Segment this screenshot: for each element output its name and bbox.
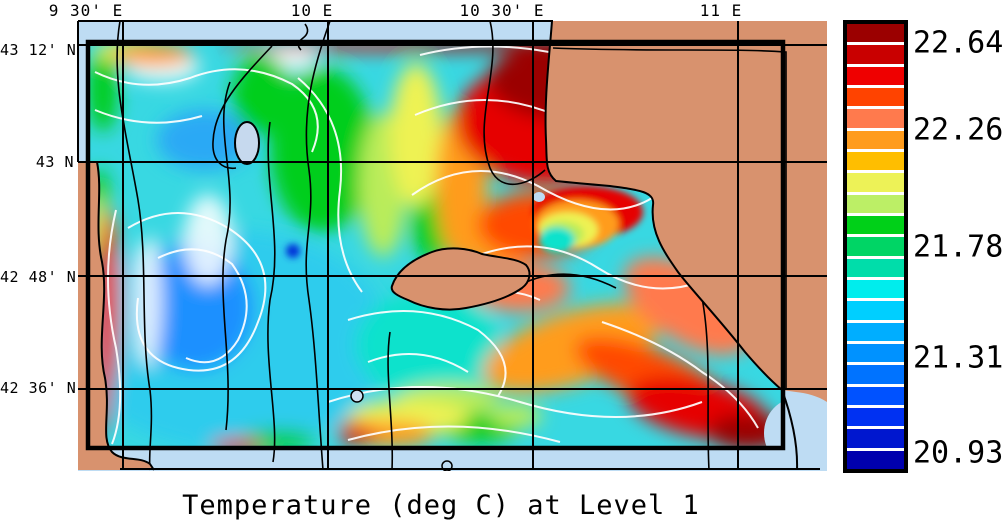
colorbar-band [847, 66, 904, 85]
land [78, 21, 827, 471]
island-capraia [234, 121, 260, 165]
colorbar [843, 20, 908, 473]
y-tick-label: 43 N [35, 153, 74, 171]
colorbar-band [847, 258, 904, 277]
colorbar-band [847, 386, 904, 405]
coastline-corsica [78, 161, 155, 471]
island-pianosa [350, 389, 364, 403]
colorbar-band [847, 87, 904, 107]
colorbar-value-label: 21.78 [913, 229, 1004, 265]
graticule [78, 21, 827, 470]
colorbar-band [847, 429, 904, 448]
y-tick-label: 42 36' N [0, 379, 77, 397]
coastline-mainland [544, 21, 799, 471]
boundary-water-bulge [764, 398, 827, 468]
colorbar-band [847, 24, 904, 43]
colorbar-value-label: 22.64 [913, 25, 1004, 61]
colorbar-value-label: 22.26 [913, 112, 1004, 148]
colorbar-value-label: 21.31 [913, 340, 1004, 376]
colorbar-band [847, 450, 904, 469]
x-tick-label: 11 E [699, 1, 743, 20]
map-frame [85, 39, 786, 451]
colorbar-band [847, 365, 904, 384]
land-mainland [545, 21, 827, 402]
x-tick-label: 10 30' E [459, 1, 545, 20]
x-tick-label: 10 E [290, 1, 334, 20]
colorbar-band [847, 237, 904, 256]
x-tick-label: 9 30' E [48, 1, 124, 20]
colorbar-band [847, 130, 904, 149]
colorbar-value-label: 20.93 [913, 435, 1004, 471]
colorbar-band [847, 215, 904, 235]
colorbar-band [847, 343, 904, 363]
inland-contour [552, 47, 787, 388]
colorbar-band [847, 151, 904, 171]
colorbar-band [847, 45, 904, 64]
y-tick-label: 42 48' N [0, 268, 77, 286]
colorbar-band [847, 279, 904, 299]
land-corsica [78, 162, 154, 470]
colorbar-band [847, 173, 904, 192]
y-tick-label: 43 12' N [0, 41, 77, 59]
colorbar-band [847, 322, 904, 341]
chart-title: Temperature (deg C) at Level 1 [182, 490, 700, 521]
colorbar-band [847, 407, 904, 427]
coastal-lagoon [533, 192, 545, 202]
bay-swirl [286, 186, 643, 258]
colorbar-band [847, 301, 904, 320]
colorbar-band [847, 194, 904, 213]
colorbar-band [847, 109, 904, 128]
